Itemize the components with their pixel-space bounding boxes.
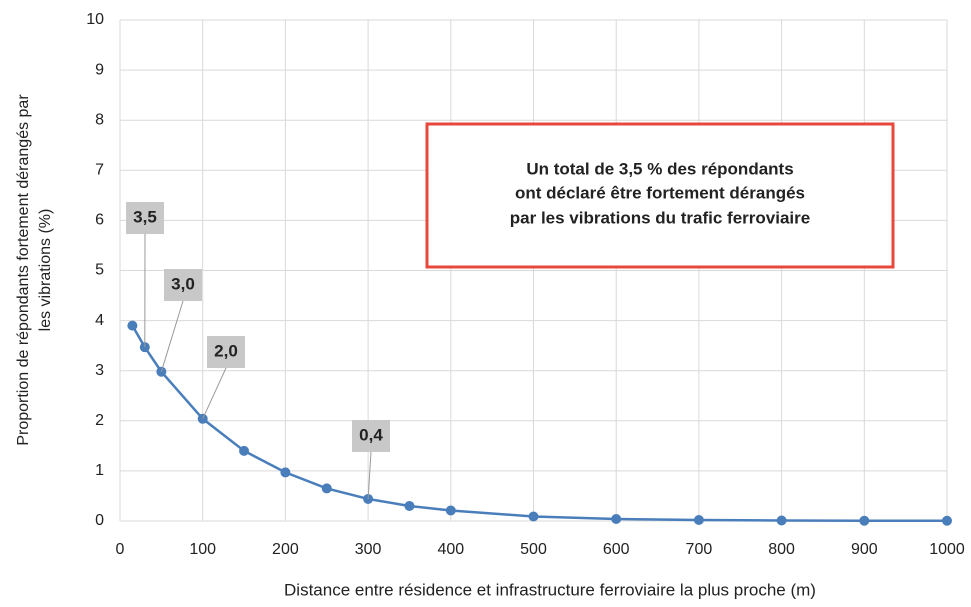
data-point xyxy=(445,505,456,516)
data-point xyxy=(611,513,622,524)
annotation: par les vibrations du trafic ferroviaire xyxy=(510,208,810,227)
x-tick-label: 800 xyxy=(768,541,795,558)
annotation: Un total de 3,5 % des répondants xyxy=(526,159,793,178)
data-label-box xyxy=(164,269,202,301)
data-point xyxy=(280,467,291,478)
y-tick-label: 7 xyxy=(95,162,104,179)
data-point xyxy=(127,320,138,331)
data-point xyxy=(693,514,704,525)
data-line xyxy=(131,324,947,522)
x-tick-label: 500 xyxy=(520,541,547,558)
data-label: 2,0 xyxy=(214,341,238,360)
data-point xyxy=(776,515,787,526)
x-tick-label: 700 xyxy=(686,541,713,558)
data-label-box xyxy=(352,420,390,452)
x-axis-label: Distance entre résidence et infrastructu… xyxy=(284,580,816,599)
x-tick-label: 1000 xyxy=(929,541,965,558)
annotation-box xyxy=(425,122,895,269)
y-axis-label: Proportion de répondants fortement déran… xyxy=(15,94,32,446)
x-tick-label: 0 xyxy=(116,541,125,558)
x-tick-label: 400 xyxy=(437,541,464,558)
data-label: 0,4 xyxy=(359,425,383,444)
data-point xyxy=(404,500,415,511)
y-tick-label: 2 xyxy=(95,412,104,429)
y-tick-label: 8 xyxy=(95,111,104,128)
annotation: ont déclaré être fortement dérangés xyxy=(515,183,805,202)
y-tick-label: 10 xyxy=(86,11,104,28)
x-tick-label: 300 xyxy=(355,541,382,558)
x-tick-label: 200 xyxy=(272,541,299,558)
data-label-box xyxy=(207,336,245,368)
data-label: 3,5 xyxy=(133,207,157,226)
data-point xyxy=(859,515,870,526)
y-tick-label: 1 xyxy=(95,462,104,479)
x-tick-label: 900 xyxy=(851,541,878,558)
leader-line xyxy=(367,451,372,499)
y-tick-label: 5 xyxy=(95,262,104,279)
y-tick-label: 4 xyxy=(95,312,104,329)
data-point xyxy=(528,511,539,522)
y-axis-label: les vibrations (%) xyxy=(37,209,54,332)
y-tick-label: 3 xyxy=(95,362,104,379)
data-label-box xyxy=(126,202,164,234)
y-tick-label: 0 xyxy=(95,512,104,529)
data-label: 3,0 xyxy=(171,274,195,293)
leader-line xyxy=(202,367,227,420)
leader-line xyxy=(160,300,184,372)
x-tick-label: 100 xyxy=(189,541,216,558)
data-point xyxy=(942,515,952,526)
y-tick-label: 6 xyxy=(95,212,104,229)
x-tick-label: 600 xyxy=(603,541,630,558)
y-tick-label: 9 xyxy=(95,61,104,78)
data-point xyxy=(321,483,332,494)
data-point xyxy=(239,445,250,456)
